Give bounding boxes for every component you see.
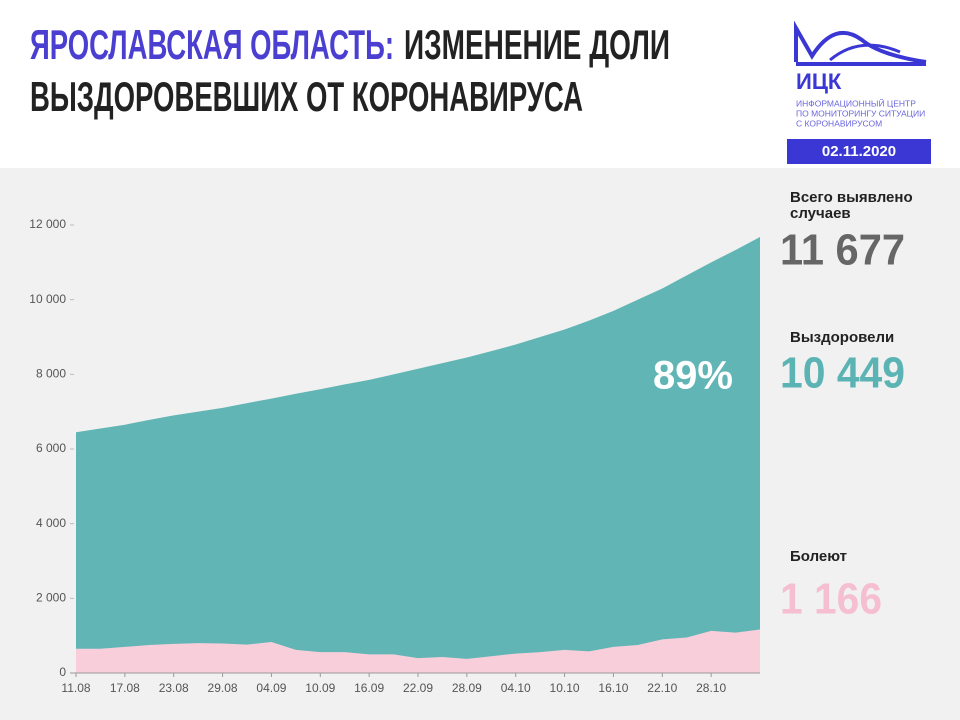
x-tick-label: 16.09 [354,681,384,695]
logo-icon [829,43,901,62]
summary-label: Болеют [790,548,847,565]
area [76,629,760,673]
x-tick-label: 10.10 [550,681,580,695]
summary-label: случаев [790,205,851,222]
summary-value: 11 677 [780,226,905,275]
y-tick-label: 8 000 [36,367,66,381]
logo: ИЦК ИНФОРМАЦИОННЫЙ ЦЕНТР ПО МОНИТОРИНГУ … [787,20,931,164]
y-tick-label: 10 000 [29,292,66,306]
x-tick-label: 28.10 [696,681,726,695]
x-tick-label: 10.09 [305,681,335,695]
x-tick-label: 28.09 [452,681,482,695]
x-tick-label: 22.09 [403,681,433,695]
date-box [787,139,931,164]
summary-value: 10 449 [780,349,905,398]
logo-name: ИЦК [796,69,842,94]
x-tick-label: 11.08 [61,681,90,695]
area [76,237,760,674]
logo-line: ИНФОРМАЦИОННЫЙ ЦЕНТР [796,97,916,108]
x-tick-label: 22.10 [647,681,677,695]
summary-label: Всего выявлено [790,189,913,206]
logo-icon [794,20,927,64]
x-tick-label: 04.09 [256,681,286,695]
title: ВЫЗДОРОВЕВШИХ ОТ КОРОНАВИРУСА [30,73,583,120]
title: ИЗМЕНЕНИЕ ДОЛИ [404,21,670,68]
summary-value: 1 166 [780,575,882,624]
y-tick-label: 6 000 [36,441,66,455]
annotation: 89% [653,354,733,398]
title-region: ЯРОСЛАВСКАЯ ОБЛАСТЬ: [30,21,394,68]
y-tick-label: 4 000 [36,516,66,530]
logo-line: С КОРОНАВИРУСОМ [796,118,882,128]
y-tick-label: 2 000 [36,591,66,605]
logo-line: ПО МОНИТОРИНГУ СИТУАЦИИ [796,108,925,118]
y-tick-label: 12 000 [29,217,66,231]
y-tick-label: 0 [59,665,66,679]
x-tick-label: 29.08 [208,681,238,695]
x-tick-label: 17.08 [110,681,140,695]
date: 02.11.2020 [822,143,896,160]
x-tick-label: 04.10 [501,681,531,695]
summary-label: Выздоровели [790,329,894,346]
x-tick-label: 23.08 [159,681,189,695]
x-tick-label: 16.10 [598,681,628,695]
